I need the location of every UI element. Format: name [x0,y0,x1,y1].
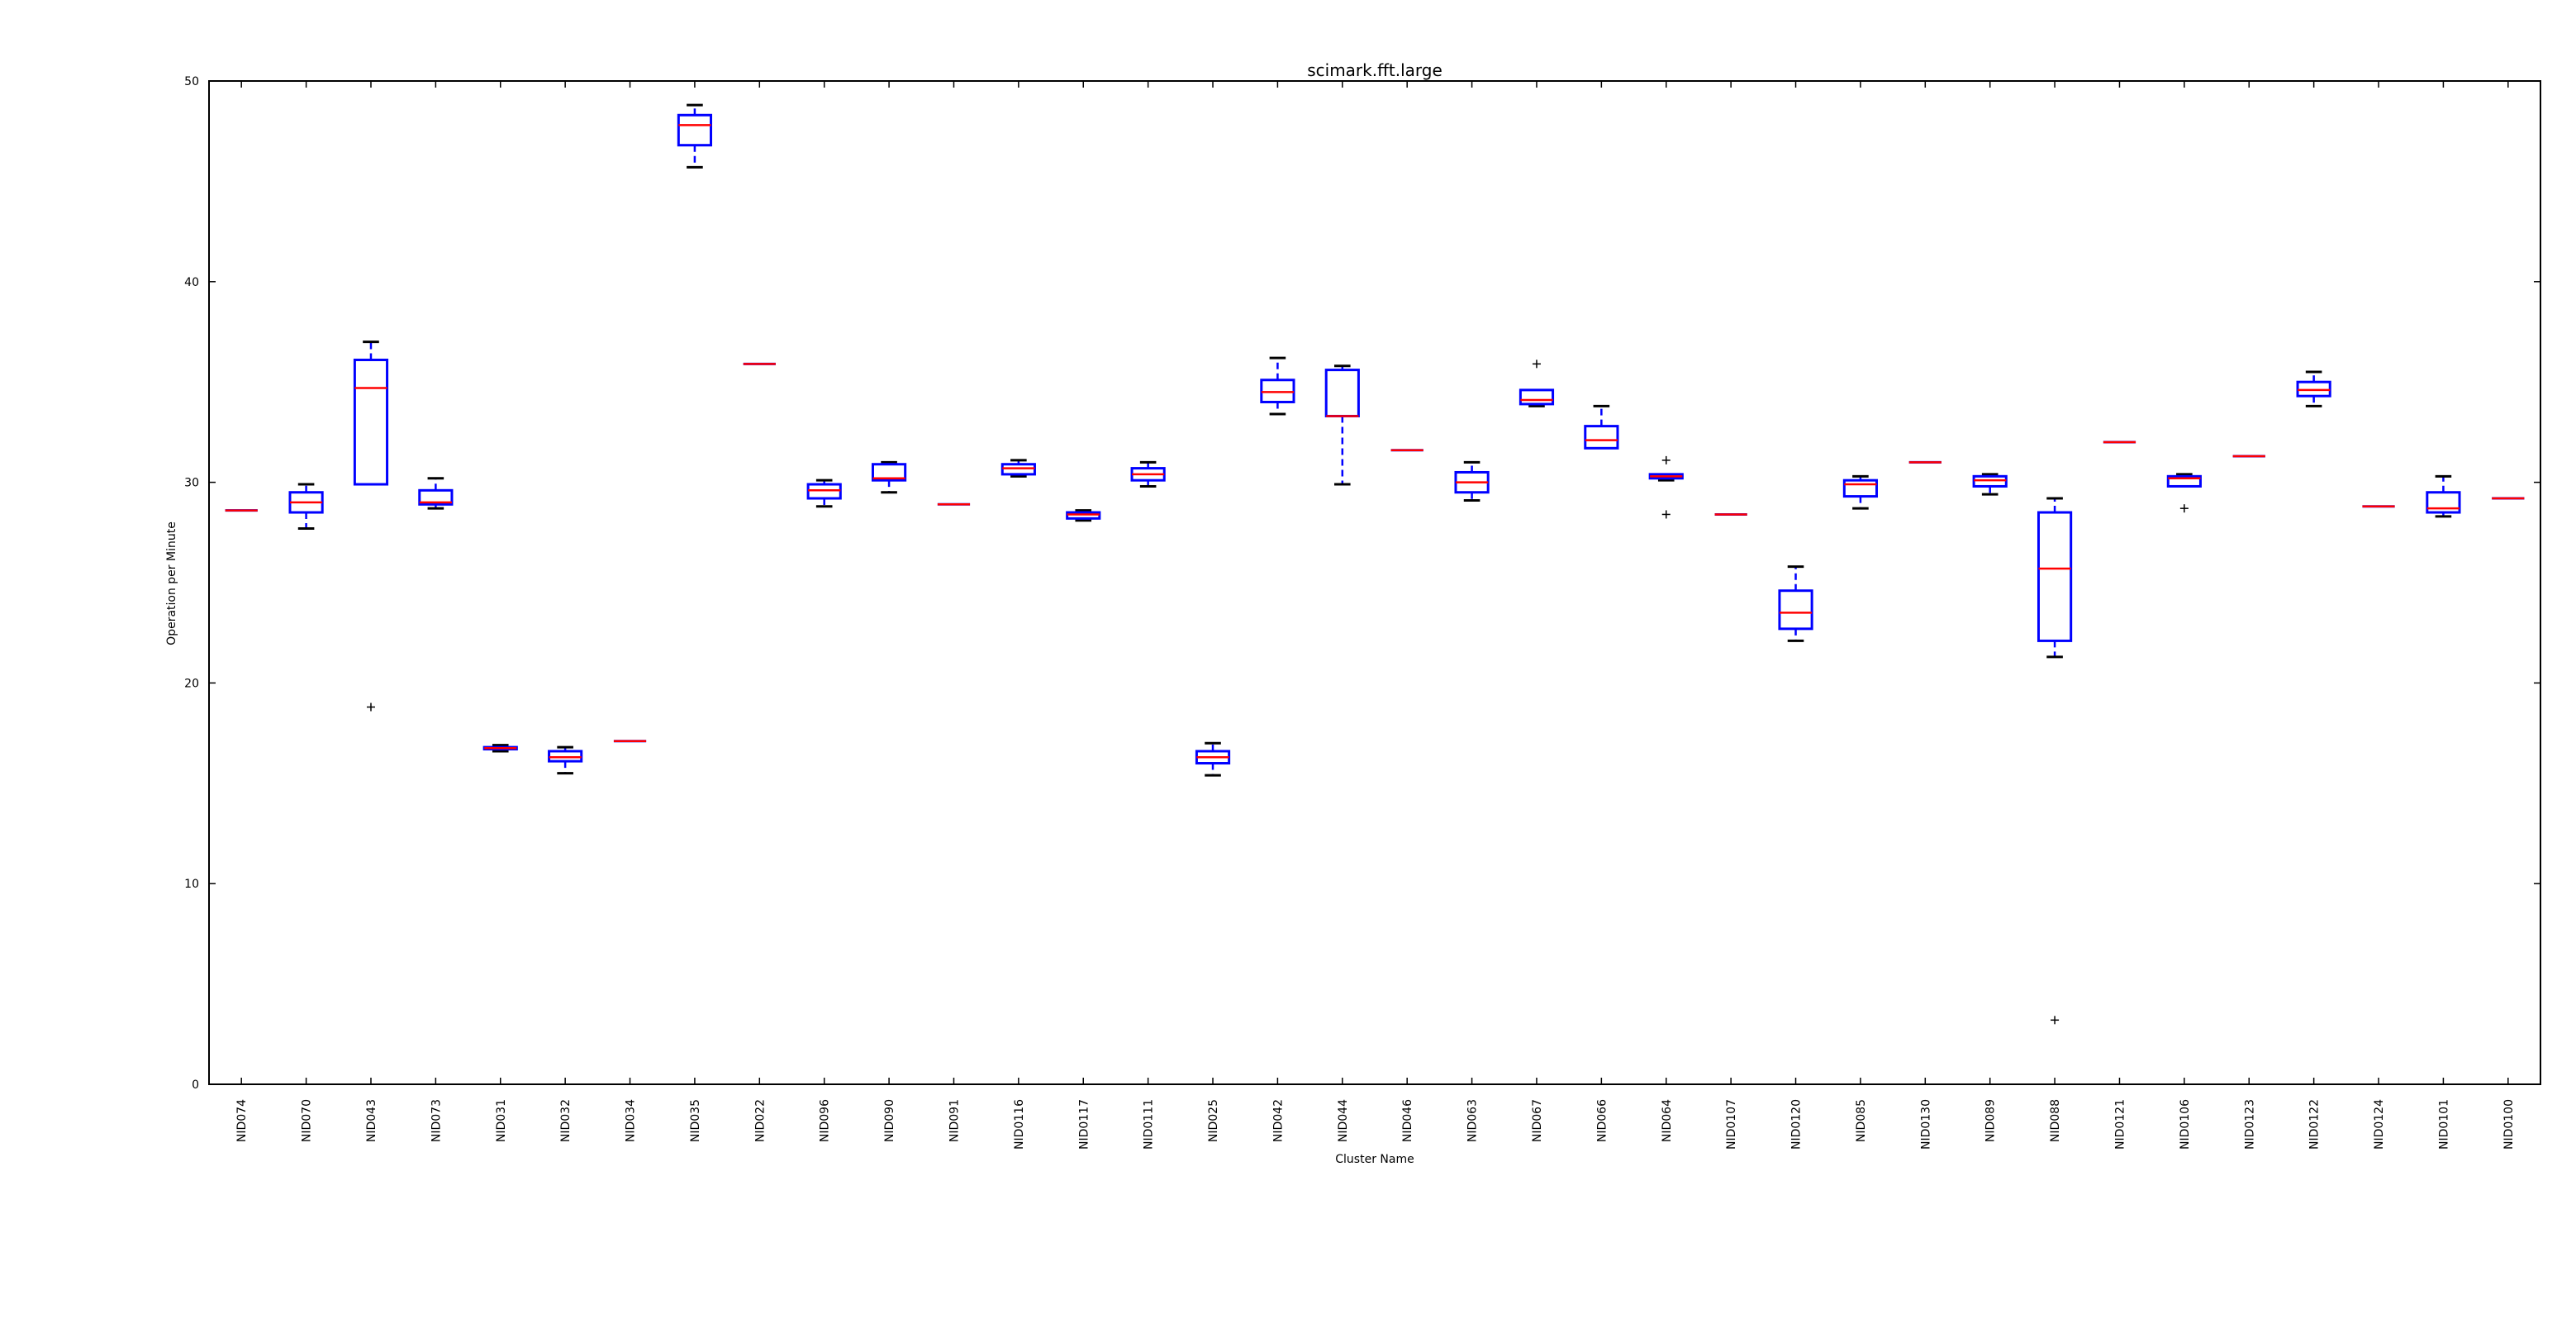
box [677,113,713,147]
x-tick-label: NID064 [1661,1099,1674,1142]
x-tick-label: NID070 [301,1099,314,1142]
x-tick-label: NID085 [1855,1099,1868,1142]
x-tick-label: NID046 [1401,1099,1414,1142]
x-tick-label: NID066 [1595,1099,1609,1142]
x-tick-label: NID0122 [2308,1099,2322,1150]
y-tick-label: 10 [184,878,199,891]
box [2426,491,2461,514]
x-tick-label: NID089 [1984,1099,1998,1142]
x-tick-label: NID0116 [1013,1099,1026,1150]
x-tick-label: NID073 [430,1099,443,1142]
box [1324,369,1360,417]
x-tick-label: NID031 [495,1099,508,1142]
box [353,358,389,486]
chart-title: scimark.fft.large [1307,60,1442,80]
x-tick-label: NID063 [1466,1099,1480,1142]
x-tick-label: NID074 [235,1099,249,1142]
y-tick-label: 20 [184,677,199,690]
x-tick-label: NID0130 [1919,1099,1932,1150]
x-tick-label: NID034 [625,1099,638,1142]
x-tick-label: NID090 [883,1099,896,1142]
x-tick-label: NID0123 [2243,1099,2256,1150]
x-axis-label: Cluster Name [1335,1153,1414,1166]
y-tick-label: 0 [192,1079,199,1092]
box [871,463,907,482]
x-tick-label: NID022 [753,1099,767,1142]
x-tick-label: NID0117 [1077,1099,1091,1150]
x-tick-label: NID043 [365,1099,378,1142]
x-tick-label: NID0121 [2113,1099,2127,1150]
y-axis-label: Operation per Minute [165,521,178,645]
x-tick-label: NID0100 [2502,1099,2516,1150]
x-tick-label: NID0107 [1725,1099,1738,1150]
x-tick-label: NID0120 [1790,1099,1804,1150]
x-tick-label: NID088 [2049,1099,2062,1142]
y-tick-label: 50 [184,75,199,88]
x-tick-label: NID0124 [2373,1099,2386,1150]
y-tick-label: 40 [184,276,199,289]
x-tick-label: NID0101 [2437,1099,2450,1150]
box [1842,479,1879,498]
y-tick-label: 30 [184,477,199,490]
box [2037,511,2073,642]
box [2166,474,2202,488]
x-tick-label: NID044 [1337,1099,1350,1142]
x-tick-label: NID067 [1531,1099,1544,1142]
box [418,488,454,506]
x-tick-label: NID042 [1271,1099,1285,1142]
box [1519,388,1555,406]
box [1778,589,1813,631]
x-tick-label: NID0106 [2179,1099,2192,1150]
x-tick-label: NID0111 [1143,1099,1156,1150]
plot-frame [208,80,2541,1085]
plot-area: 0 10 20 30 40 50 NID074 NID070 NID043 NID073 NID03… [184,75,2540,1150]
x-tick-label: NID032 [559,1099,573,1142]
box [1584,425,1619,450]
x-tick-label: NID035 [689,1099,702,1142]
x-tick-label: NID025 [1207,1099,1220,1142]
x-tick-label: NID096 [819,1099,832,1142]
x-tick-label: NID091 [948,1099,961,1142]
